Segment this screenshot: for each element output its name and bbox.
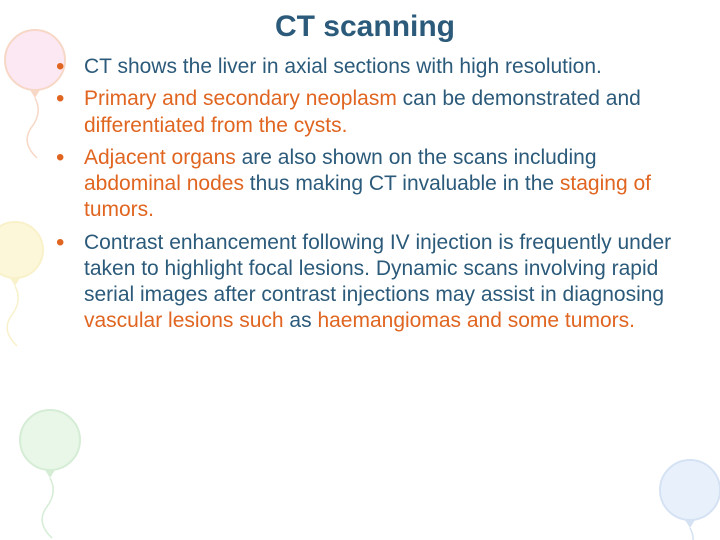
highlight-text: haemangiomas and some tumors. — [317, 309, 635, 332]
body-text: Contrast enhancement following IV inject… — [84, 231, 671, 307]
slide-title: CT scanning — [50, 10, 680, 44]
body-text: are also shown on the scans including — [236, 146, 597, 169]
body-text: can be demonstrated and — [397, 87, 641, 110]
body-text: CT shows the liver in axial sections wit… — [84, 55, 602, 78]
slide-content: CT scanning CT shows the liver in axial … — [0, 0, 720, 361]
list-item: Contrast enhancement following IV inject… — [78, 230, 680, 335]
body-text: as — [284, 309, 318, 332]
list-item: Adjacent organs are also shown on the sc… — [78, 145, 680, 224]
highlight-text: vascular lesions such — [84, 309, 284, 332]
list-item: Primary and secondary neoplasm can be de… — [78, 86, 680, 139]
bullet-list: CT shows the liver in axial sections wit… — [50, 54, 680, 335]
body-text: thus making CT invaluable in the — [244, 172, 560, 195]
highlight-text: differentiated from the cysts. — [84, 114, 347, 137]
highlight-text: Primary and secondary neoplasm — [84, 87, 397, 110]
highlight-text: abdominal nodes — [84, 172, 244, 195]
highlight-text: Adjacent organs — [84, 146, 236, 169]
list-item: CT shows the liver in axial sections wit… — [78, 54, 680, 80]
